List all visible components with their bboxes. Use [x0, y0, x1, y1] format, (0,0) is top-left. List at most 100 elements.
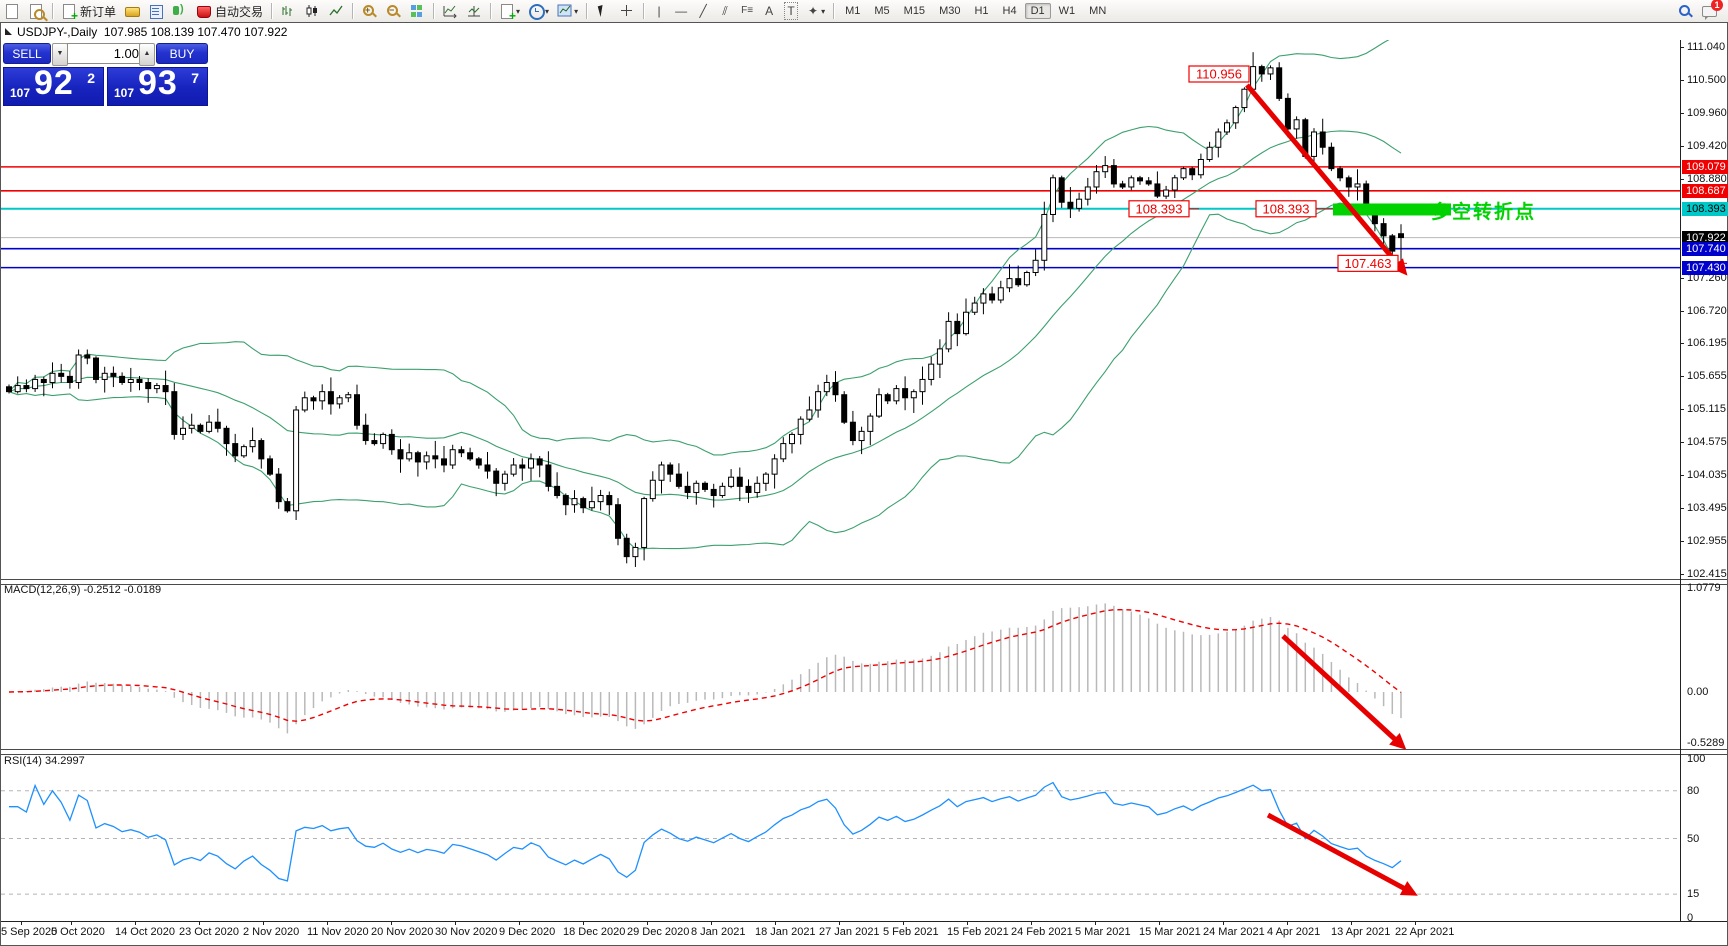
chart-preview-button[interactable]	[25, 2, 47, 20]
timeframe-h4[interactable]: H4	[1002, 5, 1017, 17]
timeframe-mn[interactable]: MN	[1089, 5, 1107, 17]
candle-body	[571, 498, 578, 506]
candle-body	[1258, 66, 1265, 75]
macd-tick-label: 0.00	[1687, 686, 1709, 698]
candle-body	[780, 443, 787, 460]
vline-tool-button[interactable]: |	[649, 2, 669, 20]
bollinger-lower[interactable]	[8, 202, 1402, 550]
volume-input[interactable]	[67, 43, 144, 64]
price-tick	[1680, 278, 1684, 279]
price-tick	[1680, 343, 1684, 345]
crosshair-tool-button[interactable]	[616, 2, 638, 20]
price-tick-label: 106.195	[1687, 337, 1727, 350]
new-order-label: 新订单	[80, 4, 117, 19]
label-tool-button[interactable]: T	[781, 2, 801, 20]
price-tick-label: 105.655	[1687, 370, 1727, 383]
support-price-label-2[interactable]: 108.393	[1255, 200, 1317, 218]
candle-body	[936, 348, 943, 365]
volume-down-button[interactable]: ▼	[52, 43, 68, 66]
autotrading-button[interactable]: 自动交易	[193, 2, 266, 20]
line-chart-button[interactable]	[325, 2, 347, 20]
trend-arrow[interactable]	[1281, 634, 1401, 745]
zoom-in-button[interactable]: +	[358, 2, 380, 20]
support-zone-rect[interactable]	[1333, 203, 1451, 216]
search-button[interactable]	[1674, 2, 1696, 20]
candle-body	[58, 372, 65, 377]
buy-price-display[interactable]: 107 93 7	[107, 64, 208, 106]
shapes-tool-button[interactable]: ✦ ▾	[803, 2, 828, 20]
candle-body	[910, 391, 917, 399]
candle-body	[232, 443, 239, 457]
timeframe-m15[interactable]: M15	[903, 5, 926, 17]
candle-body	[501, 473, 508, 484]
rsi-pane[interactable]	[1, 753, 1680, 921]
fibonacci-tool-button[interactable]: F≡	[737, 2, 757, 20]
date-axis[interactable]: 5 Sep 2020 5 Oct 2020 14 Oct 2020 23 Oct 20…	[1, 921, 1727, 944]
candle-body	[1189, 168, 1196, 176]
price-tick-label: 107.260	[1687, 272, 1727, 284]
timeframe-w1[interactable]: W1	[1058, 5, 1076, 17]
sell-price-display[interactable]: 107 92 2	[3, 64, 104, 106]
rsi-tick-label: 100	[1687, 753, 1706, 765]
text-tool-button[interactable]: A	[759, 2, 779, 20]
candle-body	[1084, 186, 1091, 200]
date-label: 20 Nov 2020	[371, 926, 434, 938]
trend-arrow[interactable]	[1266, 812, 1411, 894]
sell-button[interactable]: SELL	[3, 43, 51, 64]
bollinger-upper[interactable]	[8, 40, 1401, 456]
bar-chart-button[interactable]	[277, 2, 299, 20]
pane-splitter[interactable]	[1, 579, 1727, 585]
pane-splitter[interactable]	[1, 749, 1727, 755]
macd-pane[interactable]	[1, 583, 1680, 749]
date-tick	[1351, 922, 1352, 925]
bollinger-middle[interactable]	[8, 130, 1402, 501]
new-order-icon: +	[61, 3, 78, 22]
chat-icon: 1	[1701, 0, 1723, 20]
timeframe-m30[interactable]: M30	[939, 5, 961, 17]
candle-body	[1241, 88, 1248, 109]
channel-tool-button[interactable]: ⫽	[715, 2, 735, 20]
candle-chart-button[interactable]	[301, 2, 323, 20]
alerts-button[interactable]	[169, 2, 191, 20]
candle-body	[136, 378, 143, 383]
candle-body	[397, 449, 404, 460]
date-tick	[1095, 922, 1096, 925]
zone-annotation-text[interactable]: 多空转折点	[1431, 200, 1536, 223]
timeframe-m1[interactable]: M1	[845, 5, 861, 17]
volume-up-button[interactable]: ▲	[139, 43, 155, 66]
candle-body	[1354, 183, 1361, 188]
candle-body	[441, 458, 447, 466]
tile-windows-button[interactable]	[406, 2, 428, 20]
templates-button[interactable]: ▾	[554, 2, 581, 20]
community-button[interactable]: 1	[1698, 0, 1723, 20]
candle-body	[597, 495, 604, 503]
market-watch-button[interactable]	[121, 2, 143, 20]
periods-button[interactable]: ▾	[525, 2, 552, 20]
candle-body	[745, 485, 752, 493]
buy-button[interactable]: BUY	[156, 43, 208, 64]
support-price-label-1[interactable]: 108.393	[1128, 200, 1190, 218]
price-badge-108.393: 108.393	[1682, 201, 1728, 216]
window-button[interactable]	[1, 2, 23, 20]
timeframe-m5[interactable]: M5	[874, 5, 890, 17]
timeframe-h1[interactable]: H1	[974, 5, 989, 17]
hline-tool-button[interactable]: —	[671, 2, 691, 20]
zoom-out-button[interactable]: −	[382, 2, 404, 20]
peak-price-label[interactable]: 110.956	[1188, 65, 1250, 83]
indicator-window2-button[interactable]	[463, 2, 485, 20]
trendline-tool-button[interactable]: ╱	[693, 2, 713, 20]
main-price-pane[interactable]: 110.956 108.393 108.393 107.463 多空转折点	[1, 40, 1680, 579]
timeframe-d1[interactable]: D1	[1024, 3, 1051, 19]
indicator-window-button[interactable]	[439, 2, 461, 20]
candle-body	[310, 397, 317, 402]
news-button[interactable]	[145, 2, 167, 20]
cursor-tool-button[interactable]	[592, 2, 614, 20]
new-order-button[interactable]: + 新订单	[58, 2, 119, 22]
price-badge-107.922: 107.922	[1682, 230, 1728, 245]
low-price-label[interactable]: 107.463	[1337, 254, 1399, 272]
add-indicator-button[interactable]: + ▾	[496, 2, 523, 22]
trend-arrow[interactable]	[1245, 83, 1403, 270]
date-label: 13 Apr 2021	[1331, 926, 1391, 938]
candle-body	[771, 458, 778, 475]
candle-body	[40, 378, 47, 383]
